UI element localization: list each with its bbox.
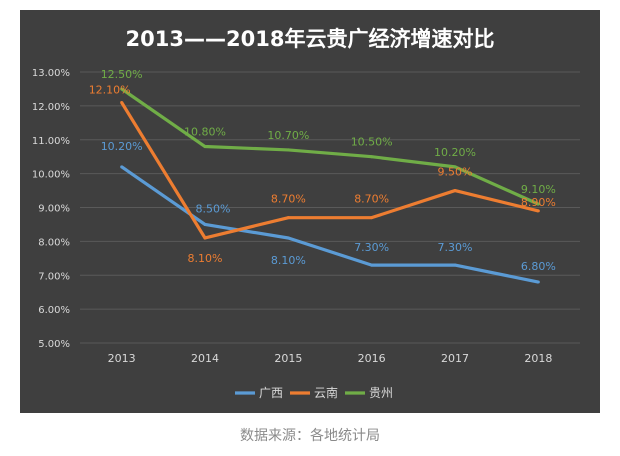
data-label: 7.30% [438, 241, 473, 254]
data-point [203, 145, 207, 149]
data-labels: 10.20% 8.50% 8.10% 7.30% 7.30% 6.80% 12.10% 8.1… [89, 68, 556, 273]
chart-title: 2013——2018年云贵广经济增速对比 [126, 27, 495, 51]
data-label: 8.10% [188, 252, 223, 265]
series-line-2 [120, 87, 539, 206]
data-point [286, 236, 290, 240]
x-tick-label: 2016 [358, 352, 386, 365]
series-lines [120, 87, 540, 284]
data-label: 10.70% [267, 129, 309, 142]
x-tick-label: 2014 [191, 352, 219, 365]
x-tick-label: 2013 [108, 352, 136, 365]
series-line-0 [120, 165, 539, 284]
data-label: 12.10% [89, 83, 131, 96]
data-label: 8.70% [271, 193, 306, 206]
data-point [203, 236, 207, 240]
y-tick-label: 10.00% [32, 170, 70, 181]
y-tick-label: 8.00% [38, 237, 70, 248]
legend-label: 贵州 [369, 386, 393, 400]
data-point [536, 280, 540, 284]
legend-label: 云南 [314, 385, 338, 400]
data-point [120, 165, 124, 169]
y-tick-label: 7.00% [38, 271, 70, 282]
data-point [120, 87, 124, 91]
y-tick-label: 12.00% [32, 102, 70, 113]
data-point [120, 100, 124, 104]
data-point [536, 209, 540, 213]
gridlines [80, 71, 580, 344]
data-label: 9.50% [438, 166, 473, 179]
data-label: 9.10% [521, 183, 556, 196]
series-line-1 [120, 101, 539, 240]
y-tick-label: 5.00% [38, 339, 70, 350]
data-point [453, 165, 457, 169]
data-point [370, 155, 374, 159]
data-label: 8.90% [521, 196, 556, 209]
x-tick-label: 2017 [441, 352, 469, 365]
data-label: 10.20% [434, 146, 476, 159]
data-point [453, 189, 457, 193]
data-point [370, 263, 374, 267]
y-tick-label: 11.00% [32, 136, 70, 147]
y-axis: 13.00% 12.00% 11.00% 10.00% 9.00% 8.00% 7.00% 6… [32, 68, 70, 350]
data-point [286, 148, 290, 152]
legend: 广西 云南 贵州 [235, 385, 393, 400]
data-point [453, 263, 457, 267]
data-label: 10.80% [184, 126, 226, 139]
x-tick-label: 2018 [524, 352, 552, 365]
data-label: 7.30% [354, 241, 389, 254]
source-note: 数据来源：各地统计局 [240, 428, 380, 444]
legend-label: 广西 [259, 386, 283, 400]
data-label: 10.20% [101, 140, 143, 153]
data-label: 8.70% [354, 193, 389, 206]
chart-panel: 2013——2018年云贵广经济增速对比 13.00% 12.00% 11.00% 1… [20, 10, 600, 413]
y-tick-label: 13.00% [32, 68, 70, 79]
line-chart: 2013——2018年云贵广经济增速对比 13.00%12.00%11.00%1… [32, 27, 580, 400]
data-label: 8.50% [196, 202, 231, 215]
data-label: 10.50% [351, 136, 393, 149]
data-label: 8.10% [271, 254, 306, 267]
data-point [203, 222, 207, 226]
data-point [536, 202, 540, 206]
x-tick-label: 2015 [274, 352, 302, 365]
data-point [370, 216, 374, 220]
data-label: 12.50% [101, 68, 143, 81]
y-tick-label: 9.00% [38, 204, 70, 215]
data-point [286, 216, 290, 220]
data-label: 6.80% [521, 260, 556, 273]
y-tick-label: 6.00% [38, 305, 70, 316]
x-axis: 2013 2014 2015 2016 2017 2018 [108, 352, 553, 365]
